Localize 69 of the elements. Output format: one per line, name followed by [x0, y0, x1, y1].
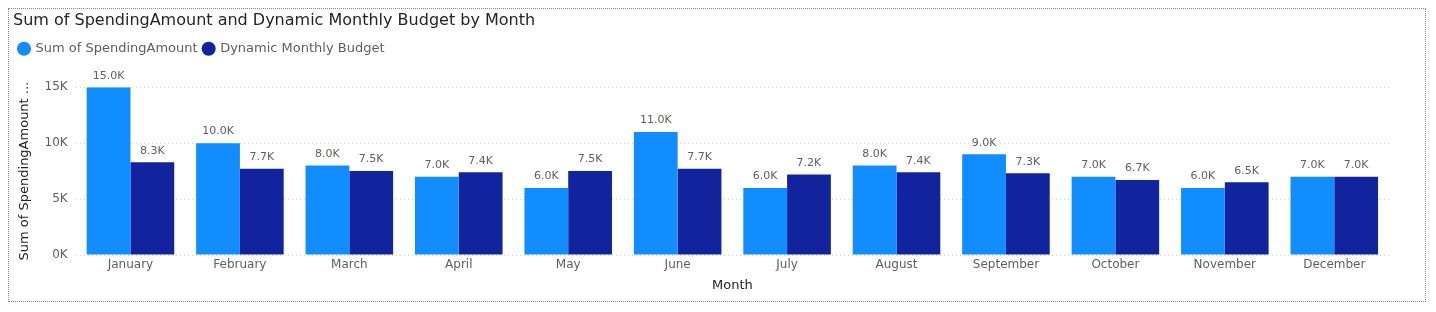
bar — [239, 168, 284, 255]
data-label: 7.2K — [796, 155, 823, 169]
data-label: 6.0K — [533, 169, 560, 183]
data-label: 8.3K — [139, 143, 166, 157]
y-tick-label: 0K — [52, 247, 69, 262]
x-tick-label: July — [775, 257, 798, 272]
x-tick-label: January — [106, 257, 154, 272]
bar — [1224, 182, 1269, 255]
bar — [305, 165, 350, 255]
x-tick-label: February — [213, 257, 267, 272]
bar — [524, 187, 569, 255]
x-tick-label: November — [1193, 257, 1257, 272]
data-label: 6.0K — [1190, 169, 1217, 183]
data-label: 15.0K — [92, 68, 126, 82]
data-label: 7.7K — [687, 150, 713, 164]
x-tick-label: April — [445, 257, 473, 272]
data-label: 9.0K — [971, 135, 998, 149]
y-tick-label: 15K — [44, 79, 69, 94]
legend-label: Sum of SpendingAmount — [35, 40, 198, 56]
y-axis-title: Sum of SpendingAmount ... — [16, 81, 32, 261]
bar — [677, 168, 722, 255]
data-label: 7.0K — [1300, 158, 1326, 172]
x-tick-label: September — [972, 257, 1040, 272]
bar — [130, 162, 175, 255]
data-label: 10.0K — [202, 124, 235, 138]
x-tick-label: October — [1091, 257, 1140, 272]
data-label: 7.4K — [906, 153, 932, 167]
bar — [896, 172, 941, 255]
bar — [568, 171, 612, 255]
data-label: 6.0K — [752, 169, 779, 183]
x-tick-label: March — [331, 257, 368, 272]
chart-title: Sum of SpendingAmount and Dynamic Monthly Budget by Month — [13, 9, 536, 29]
bar — [962, 154, 1006, 255]
x-tick-label: May — [555, 257, 581, 272]
bar — [1115, 180, 1160, 255]
data-label: 6.7K — [1124, 161, 1151, 175]
data-label: 7.3K — [1015, 154, 1041, 168]
y-tick-label: 5K — [52, 191, 69, 206]
data-label: 7.4K — [468, 153, 494, 167]
x-tick-label: August — [875, 257, 918, 272]
data-label: 7.0K — [1343, 158, 1370, 172]
data-label: 8.0K — [862, 146, 888, 160]
bar — [633, 131, 678, 255]
bar — [415, 176, 459, 255]
bar — [1181, 187, 1225, 255]
x-tick-label: June — [663, 257, 691, 272]
bar — [787, 174, 831, 255]
data-label: 7.5K — [358, 152, 385, 166]
data-label: 7.0K — [1081, 158, 1107, 172]
bar — [86, 87, 131, 255]
x-axis-title: Month — [711, 276, 753, 292]
bar — [349, 171, 394, 255]
bar — [1005, 173, 1050, 255]
bar — [743, 187, 788, 255]
data-label: 7.0K — [424, 158, 451, 172]
bar — [196, 143, 240, 255]
data-label: 8.0K — [315, 146, 341, 160]
data-label: 6.5K — [1234, 163, 1260, 177]
bar — [458, 172, 503, 255]
bar — [1071, 176, 1116, 255]
x-tick-label: December — [1303, 257, 1366, 272]
data-label: 7.7K — [249, 150, 275, 164]
data-label: 11.0K — [639, 113, 673, 127]
data-label: 7.5K — [577, 152, 604, 166]
bar — [1334, 176, 1379, 255]
bar — [852, 165, 897, 255]
bar — [1290, 176, 1335, 255]
legend-label: Dynamic Monthly Budget — [220, 40, 385, 56]
y-tick-label: 10K — [44, 135, 69, 150]
